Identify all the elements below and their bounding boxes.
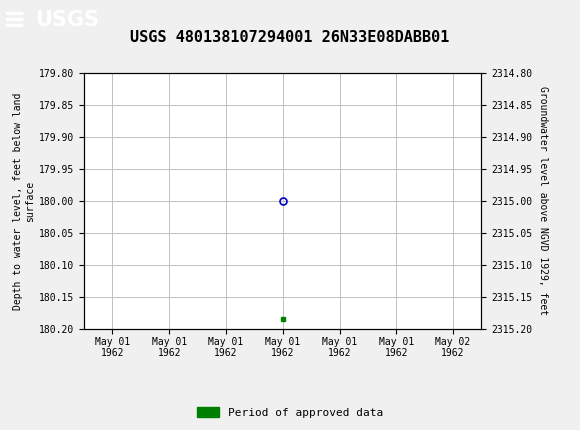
Text: USGS 480138107294001 26N33E08DABB01: USGS 480138107294001 26N33E08DABB01	[130, 30, 450, 45]
Y-axis label: Depth to water level, feet below land
surface: Depth to water level, feet below land su…	[13, 92, 35, 310]
Text: USGS: USGS	[35, 10, 99, 30]
Legend: Period of approved data: Period of approved data	[193, 403, 387, 422]
Text: ≡: ≡	[3, 6, 26, 34]
Y-axis label: Groundwater level above NGVD 1929, feet: Groundwater level above NGVD 1929, feet	[538, 86, 548, 316]
